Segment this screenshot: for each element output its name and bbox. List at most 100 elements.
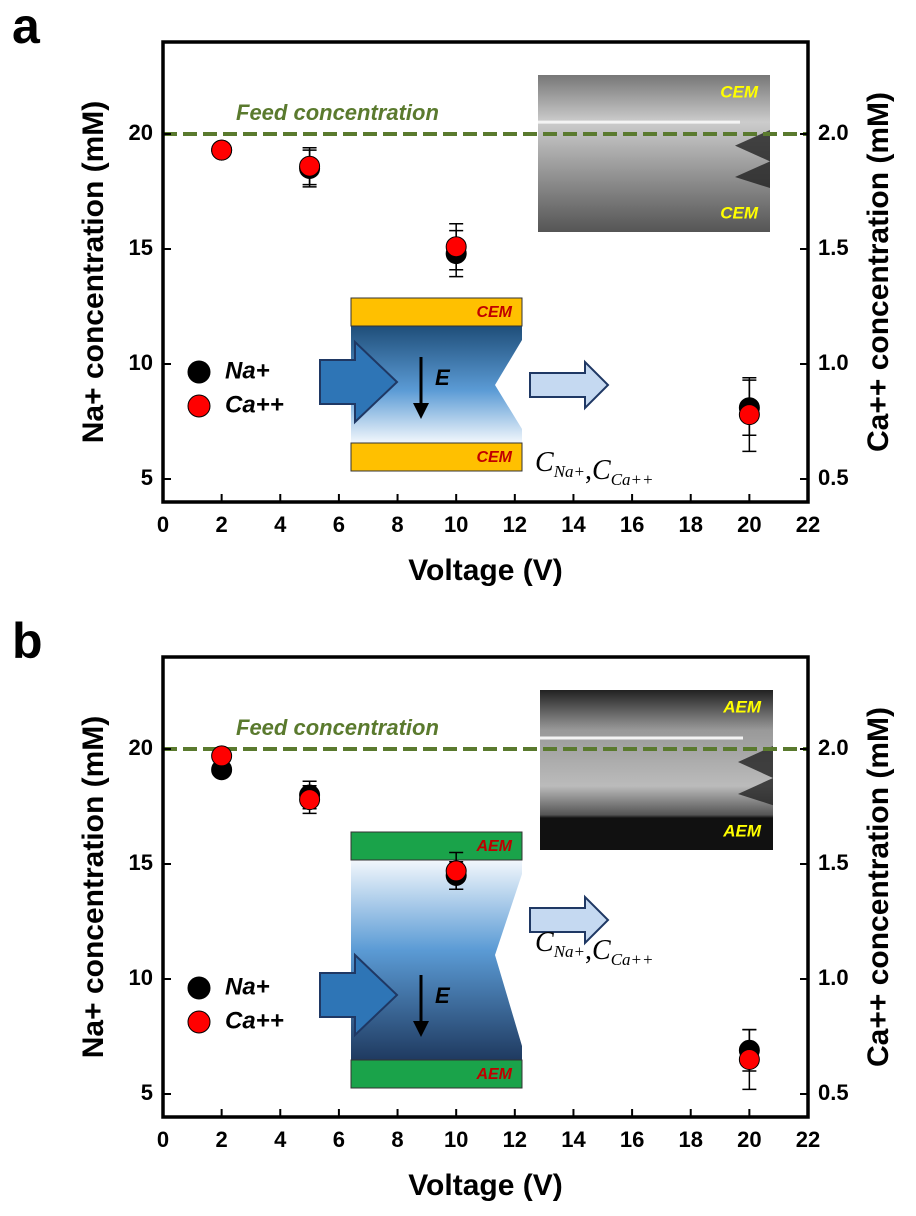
inlet-arrow bbox=[319, 952, 399, 1038]
x-tick-label: 14 bbox=[561, 1127, 586, 1152]
x-tick-label: 18 bbox=[678, 512, 702, 537]
plot-frame bbox=[161, 40, 810, 504]
panel-label: b bbox=[12, 613, 43, 669]
data-point bbox=[211, 745, 233, 767]
membrane-label: AEM bbox=[475, 1066, 512, 1083]
y-tick-label: 20 bbox=[129, 735, 153, 760]
data-point bbox=[738, 404, 760, 426]
formula-sub: Ca++ bbox=[611, 950, 654, 969]
plot-frame bbox=[161, 655, 810, 1119]
y2-axis-title: Ca++ concentration (mM) bbox=[862, 707, 895, 1067]
formula-sub: Na+ bbox=[553, 462, 585, 481]
reference-label: Feed concentration bbox=[236, 715, 439, 740]
y2-tick-label: 0.5 bbox=[818, 1080, 849, 1105]
inlet-arrow bbox=[319, 339, 399, 425]
membrane bbox=[350, 831, 523, 861]
x-tick-label: 2 bbox=[216, 1127, 228, 1152]
x-tick-label: 8 bbox=[391, 512, 403, 537]
membrane-label: CEM bbox=[476, 304, 512, 321]
x-tick-label: 14 bbox=[561, 512, 586, 537]
x-tick-label: 18 bbox=[678, 1127, 702, 1152]
x-tick-label: 12 bbox=[503, 1127, 527, 1152]
x-tick-label: 6 bbox=[333, 1127, 345, 1152]
formula-separator: , bbox=[585, 455, 592, 486]
y-axis-title: Na+ concentration (mM) bbox=[77, 716, 110, 1059]
x-tick-label: 16 bbox=[620, 1127, 644, 1152]
x-tick-label: 20 bbox=[737, 1127, 761, 1152]
y-tick-label: 5 bbox=[141, 465, 153, 490]
legend-marker bbox=[187, 394, 211, 418]
x-axis-title: Voltage (V) bbox=[408, 1169, 562, 1202]
field-arrow-head bbox=[413, 1021, 429, 1037]
y-tick-label: 10 bbox=[129, 965, 153, 990]
photo-label: AEM bbox=[722, 697, 762, 716]
legend-marker bbox=[187, 1010, 211, 1034]
legend-label: Na+ bbox=[225, 357, 270, 384]
x-tick-label: 0 bbox=[157, 512, 169, 537]
x-tick-label: 16 bbox=[620, 512, 644, 537]
field-arrow-head bbox=[413, 403, 429, 419]
formula-separator: , bbox=[585, 935, 592, 966]
data-point bbox=[211, 139, 233, 161]
membrane-label: AEM bbox=[475, 838, 512, 855]
photo-label: AEM bbox=[722, 821, 762, 840]
data-point bbox=[445, 236, 467, 258]
formula-sub: Na+ bbox=[553, 942, 585, 961]
data-point bbox=[299, 789, 321, 811]
x-tick-label: 22 bbox=[796, 1127, 820, 1152]
x-tick-label: 8 bbox=[391, 1127, 403, 1152]
x-tick-label: 22 bbox=[796, 512, 820, 537]
formula-base: C bbox=[535, 447, 554, 478]
reference-label: Feed concentration bbox=[236, 100, 439, 125]
y2-axis-title: Ca++ concentration (mM) bbox=[862, 92, 895, 452]
data-point bbox=[738, 1049, 760, 1070]
photo-inset bbox=[538, 75, 770, 232]
y2-tick-label: 1.5 bbox=[818, 235, 849, 260]
legend-marker bbox=[187, 360, 211, 384]
channel-body bbox=[351, 326, 522, 443]
membrane bbox=[350, 1059, 523, 1089]
y2-tick-label: 2.0 bbox=[818, 120, 849, 145]
y-tick-label: 20 bbox=[129, 120, 153, 145]
y2-tick-label: 1.0 bbox=[818, 350, 849, 375]
membrane bbox=[350, 442, 523, 472]
x-tick-label: 20 bbox=[737, 512, 761, 537]
outlet-arrow bbox=[529, 359, 610, 411]
x-tick-label: 6 bbox=[333, 512, 345, 537]
y2-tick-label: 0.5 bbox=[818, 465, 849, 490]
y-axis-title: Na+ concentration (mM) bbox=[77, 101, 110, 444]
panel-label: a bbox=[12, 0, 41, 54]
formula: CNa+,CCa++ bbox=[535, 447, 653, 488]
data-point bbox=[445, 860, 467, 882]
formula-base: C bbox=[535, 927, 554, 958]
x-tick-label: 2 bbox=[216, 512, 228, 537]
legend-label: Ca++ bbox=[225, 1007, 284, 1034]
membrane bbox=[350, 297, 523, 327]
x-tick-label: 4 bbox=[274, 1127, 287, 1152]
field-label: E bbox=[435, 983, 451, 1008]
y2-tick-label: 1.5 bbox=[818, 850, 849, 875]
data-point bbox=[299, 155, 321, 177]
channel-body bbox=[351, 860, 522, 1060]
legend-label: Ca++ bbox=[225, 391, 284, 418]
x-tick-label: 0 bbox=[157, 1127, 169, 1152]
photo-label: CEM bbox=[720, 203, 759, 222]
y-tick-label: 10 bbox=[129, 350, 153, 375]
photo-wedges bbox=[735, 129, 770, 189]
x-tick-label: 4 bbox=[274, 512, 287, 537]
x-tick-label: 10 bbox=[444, 1127, 468, 1152]
formula-base: C bbox=[592, 935, 611, 966]
y-tick-label: 15 bbox=[129, 235, 153, 260]
y-tick-label: 15 bbox=[129, 850, 153, 875]
photo-inset bbox=[540, 690, 773, 850]
y2-tick-label: 1.0 bbox=[818, 965, 849, 990]
y-tick-label: 5 bbox=[141, 1080, 153, 1105]
photo-wedges bbox=[738, 746, 773, 806]
formula-sub: Ca++ bbox=[611, 470, 654, 489]
y2-tick-label: 2.0 bbox=[818, 735, 849, 760]
outlet-arrow bbox=[529, 894, 610, 946]
field-label: E bbox=[435, 365, 451, 390]
formula-base: C bbox=[592, 455, 611, 486]
